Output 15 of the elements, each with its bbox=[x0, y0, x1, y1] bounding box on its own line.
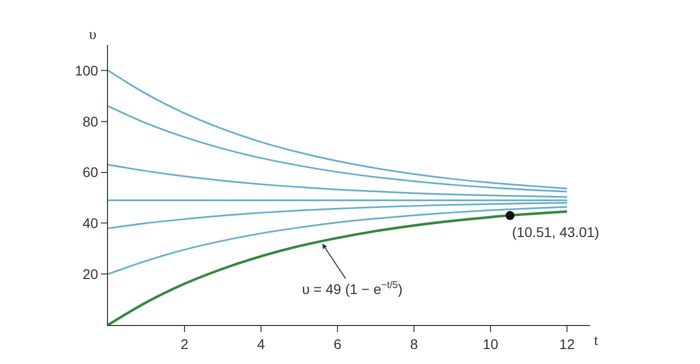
y-tick-label: 60 bbox=[82, 164, 98, 180]
y-tick-label: 80 bbox=[82, 113, 98, 130]
x-tick-label: 4 bbox=[257, 336, 266, 352]
x-tick-label: 6 bbox=[334, 336, 342, 352]
annotation: (10.51, 43.01) bbox=[512, 224, 600, 240]
y-tick-label: 100 bbox=[74, 62, 98, 78]
x-tick-label: 12 bbox=[559, 336, 576, 352]
y-axis-title: υ bbox=[89, 27, 96, 43]
x-tick-label: 8 bbox=[410, 336, 418, 352]
x-tick-label: 10 bbox=[482, 336, 499, 352]
x-tick-label: 2 bbox=[180, 336, 189, 352]
y-tick-label: 20 bbox=[82, 266, 98, 282]
x-axis-title: t bbox=[594, 333, 599, 349]
y-tick-label: 40 bbox=[82, 215, 98, 232]
annotation: υ = 49 (1 − e$^{−t/5}$) bbox=[302, 280, 403, 297]
